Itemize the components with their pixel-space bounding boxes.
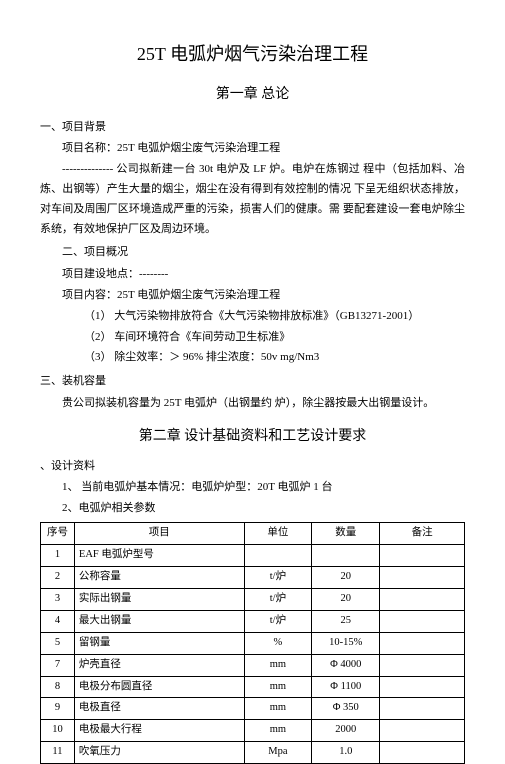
table-cell: Φ 4000 (312, 654, 380, 676)
table-cell: 留钢量 (74, 632, 244, 654)
table-row: 8电极分布圆直径mmΦ 1100 (41, 676, 465, 698)
table-cell (380, 610, 465, 632)
table-row: 7炉壳直径mmΦ 4000 (41, 654, 465, 676)
table-cell: 1 (41, 545, 75, 567)
table-cell (380, 545, 465, 567)
table-cell: 电极分布圆直径 (74, 676, 244, 698)
furnace-params-label: 2、电弧炉相关参数 (40, 499, 465, 519)
table-cell (380, 632, 465, 654)
table-cell (380, 676, 465, 698)
table-cell (380, 698, 465, 720)
table-cell: 9 (41, 698, 75, 720)
section3-heading: 三、装机容量 (40, 372, 465, 392)
table-row: 1EAF 电弧炉型号 (41, 545, 465, 567)
table-cell: 公称容量 (74, 567, 244, 589)
th-note: 备注 (380, 523, 465, 545)
params-table: 序号 项目 单位 数量 备注 1EAF 电弧炉型号2公称容量t/炉203实际出钢… (40, 522, 465, 764)
table-cell: EAF 电弧炉型号 (74, 545, 244, 567)
table-row: 9电极直径mmΦ 350 (41, 698, 465, 720)
table-cell: 4 (41, 610, 75, 632)
table-cell (380, 567, 465, 589)
table-cell: 25 (312, 610, 380, 632)
table-cell: % (244, 632, 312, 654)
th-item: 项目 (74, 523, 244, 545)
table-header-row: 序号 项目 单位 数量 备注 (41, 523, 465, 545)
table-cell (312, 545, 380, 567)
table-cell (380, 720, 465, 742)
table-cell (380, 654, 465, 676)
table-row: 3实际出钢量t/炉20 (41, 588, 465, 610)
table-cell: mm (244, 698, 312, 720)
build-location: 项目建设地点：-------- (40, 265, 465, 285)
table-cell: 最大出钢量 (74, 610, 244, 632)
table-cell (244, 545, 312, 567)
table-cell: Φ 1100 (312, 676, 380, 698)
table-row: 11吹氧压力Mpa1.0 (41, 742, 465, 764)
th-qty: 数量 (312, 523, 380, 545)
th-unit: 单位 (244, 523, 312, 545)
table-row: 2公称容量t/炉20 (41, 567, 465, 589)
section1-heading: 一、项目背景 (40, 118, 465, 138)
table-cell: t/炉 (244, 588, 312, 610)
chapter2-title: 第二章 设计基础资料和工艺设计要求 (40, 424, 465, 449)
table-cell: 实际出钢量 (74, 588, 244, 610)
table-cell: 7 (41, 654, 75, 676)
table-cell: 2000 (312, 720, 380, 742)
table-cell: 电极最大行程 (74, 720, 244, 742)
table-cell: mm (244, 720, 312, 742)
req-3: （3） 除尘效率：＞ 96% 排尘浓度：50v mg/Nm3 (40, 348, 465, 368)
table-cell: 10 (41, 720, 75, 742)
table-cell: 10-15% (312, 632, 380, 654)
table-cell: mm (244, 676, 312, 698)
table-cell: 2 (41, 567, 75, 589)
design-data-heading: 、设计资料 (40, 457, 465, 477)
table-cell: 炉壳直径 (74, 654, 244, 676)
chapter1-title: 第一章 总论 (40, 82, 465, 107)
table-cell (380, 742, 465, 764)
table-cell: 电极直径 (74, 698, 244, 720)
capacity-desc: 贵公司拟装机容量为 25T 电弧炉（出钢量约 炉），除尘器按最大出钢量设计。 (40, 394, 465, 414)
table-cell: t/炉 (244, 567, 312, 589)
th-seq: 序号 (41, 523, 75, 545)
table-row: 10电极最大行程mm2000 (41, 720, 465, 742)
req-1: （1） 大气污染物排放符合《大气污染物排放标准》（GB13271-2001） (40, 307, 465, 327)
project-desc: -------------- 公司拟新建一台 30t 电炉及 LF 炉。电炉在炼… (40, 160, 465, 239)
table-row: 5留钢量%10-15% (41, 632, 465, 654)
table-cell: 1.0 (312, 742, 380, 764)
table-cell: 20 (312, 567, 380, 589)
req-2: （2） 车间环境符合《车间劳动卫生标准》 (40, 328, 465, 348)
table-cell: mm (244, 654, 312, 676)
table-cell: 5 (41, 632, 75, 654)
furnace-basic: 1、 当前电弧炉基本情况：电弧炉炉型：20T 电弧炉 1 台 (40, 478, 465, 498)
project-content: 项目内容：25T 电弧炉烟尘废气污染治理工程 (40, 286, 465, 306)
table-cell (380, 588, 465, 610)
project-name: 项目名称：25T 电弧炉烟尘废气污染治理工程 (40, 139, 465, 159)
table-cell: Φ 350 (312, 698, 380, 720)
table-row: 4最大出钢量t/炉25 (41, 610, 465, 632)
table-cell: 11 (41, 742, 75, 764)
table-cell: 8 (41, 676, 75, 698)
table-cell: 20 (312, 588, 380, 610)
section2-heading: 二、项目概况 (40, 243, 465, 263)
table-cell: Mpa (244, 742, 312, 764)
doc-title: 25T 电弧炉烟气污染治理工程 (40, 38, 465, 70)
table-cell: 3 (41, 588, 75, 610)
table-cell: t/炉 (244, 610, 312, 632)
table-cell: 吹氧压力 (74, 742, 244, 764)
